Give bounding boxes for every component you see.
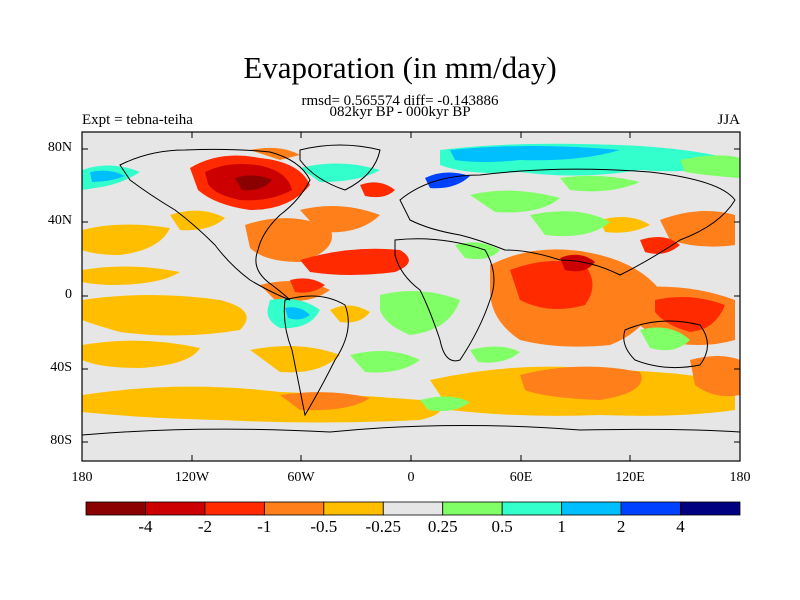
contour-field [170, 210, 225, 231]
colorbar-swatch [145, 501, 206, 516]
lon-label: 60E [509, 470, 533, 485]
colorbar-label: 1 [557, 517, 566, 536]
contour-field [350, 351, 420, 373]
colorbar-swatch [85, 501, 146, 516]
contour-field [285, 307, 310, 320]
contour-field [530, 211, 610, 237]
period-line: 082kyr BP - 000kyr BP [329, 104, 471, 120]
colorbar-swatch [561, 501, 622, 516]
contour-field [655, 296, 725, 332]
contour-field [82, 295, 247, 336]
contour-field [510, 261, 593, 309]
colorbar-label: 4 [676, 517, 685, 536]
colorbar-swatch [620, 501, 681, 516]
contour-field [470, 346, 520, 363]
contour-field [680, 155, 740, 178]
colorbar-swatch [680, 501, 741, 516]
contour-field [560, 254, 595, 272]
lon-label: 120W [174, 470, 210, 485]
colorbar-label: -0.5 [310, 517, 338, 536]
lat-label: 80N [47, 140, 72, 155]
colorbar-label: 0.5 [491, 517, 513, 536]
colorbar-label: -4 [138, 517, 153, 536]
contour-field [90, 170, 125, 182]
contour-field [455, 242, 500, 259]
contour-field [235, 175, 272, 191]
contour-field [690, 356, 740, 397]
colorbar-label: -0.25 [365, 517, 401, 536]
contour-field [640, 327, 690, 351]
lon-label: 180 [71, 470, 93, 485]
contour-field [330, 305, 370, 323]
lon-label: 120E [615, 470, 645, 485]
contour-field [82, 340, 200, 368]
colorbar-swatch [323, 501, 384, 516]
colorbar-swatch [501, 501, 563, 516]
lon-ticks [81, 132, 741, 461]
experiment-label: Expt = tebna-teiha [82, 112, 193, 128]
contour-field [300, 163, 380, 182]
lat-label: 40S [50, 360, 72, 375]
contour-field [380, 291, 460, 335]
coastlines [82, 144, 740, 436]
stats-line: rmsd= 0.565574 diff= -0.143886 [301, 93, 499, 109]
contour-field [82, 266, 180, 285]
contour-field [450, 146, 620, 162]
lat-label: 40N [47, 213, 72, 228]
contour-field [520, 366, 642, 400]
plot-title: Evaporation (in mm/day) [243, 50, 557, 85]
colorbar-swatch [263, 501, 325, 516]
colorbar-label: 0.25 [427, 517, 458, 536]
lat-ticks [82, 148, 740, 443]
contour-field [600, 216, 650, 233]
contour-field [290, 278, 325, 293]
contour-field [560, 175, 640, 192]
colorbar-swatch [442, 501, 503, 516]
colorbar-label: -1 [257, 517, 272, 536]
contour-field [250, 346, 340, 373]
contour-field [280, 392, 370, 411]
lon-label: 0 [407, 470, 415, 485]
colorbar-label: 2 [616, 517, 626, 536]
contour-field [245, 218, 332, 262]
colorbar-label: -2 [197, 517, 212, 536]
lat-label: 80S [50, 433, 72, 448]
contour-field [300, 248, 409, 275]
lon-label: 180 [729, 470, 751, 485]
contour-field [420, 396, 470, 411]
season-label: JJA [717, 112, 740, 128]
contour-field [82, 224, 170, 255]
contour-field [360, 182, 395, 198]
lat-label: 0 [65, 287, 72, 302]
contour-field [640, 236, 680, 254]
lon-label: 60W [287, 470, 315, 485]
contour-field [660, 211, 735, 247]
colorbar-swatch [204, 501, 265, 516]
colorbar-swatch [382, 501, 444, 516]
contour-field [470, 190, 560, 213]
